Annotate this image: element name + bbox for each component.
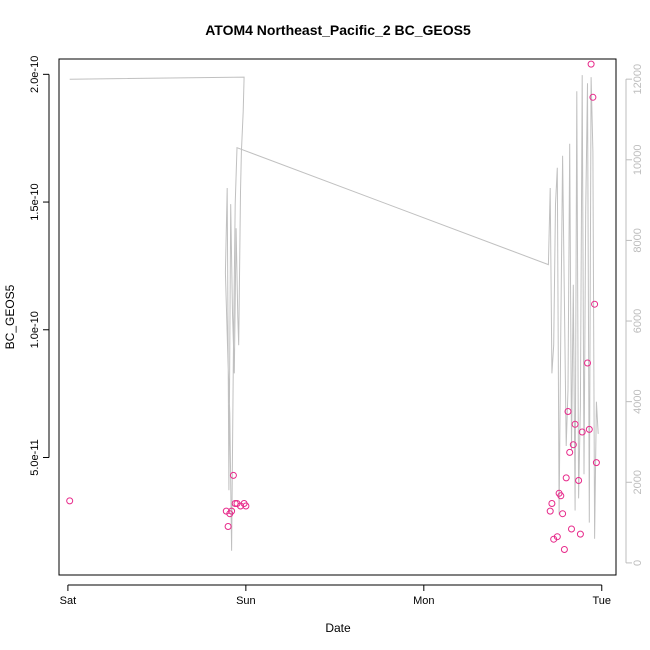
x-tick-label: Tue (592, 595, 611, 607)
x-axis: Sat Sun Mon Tue (60, 584, 611, 607)
data-point (576, 530, 584, 538)
data-point (568, 525, 575, 533)
data-point (564, 408, 572, 415)
data-point (575, 477, 583, 484)
data-point (557, 492, 565, 500)
data-point (66, 497, 74, 505)
y-tick-label: 1.5e-10 (29, 183, 41, 220)
data-points-layer (66, 60, 600, 553)
y-axis-left: 5.0e-11 1.0e-10 1.5e-10 2.0e-10 (29, 56, 50, 476)
y2-tick-label: 12000 (632, 64, 644, 95)
data-point (571, 420, 579, 428)
data-point (242, 502, 250, 510)
data-point (553, 533, 561, 541)
x-tick-label: Sun (236, 595, 256, 607)
data-point (546, 507, 554, 515)
data-point (587, 60, 595, 68)
data-point (578, 428, 586, 436)
x-tick-label: Sat (60, 595, 77, 607)
x-tick-label: Mon (413, 595, 434, 607)
y2-tick-label: 4000 (632, 389, 644, 413)
data-point (559, 510, 567, 518)
data-point (584, 359, 591, 367)
altitude-line (69, 75, 599, 551)
y2-tick-label: 6000 (632, 309, 644, 333)
y2-tick-label: 0 (632, 560, 644, 566)
y-tick-label: 5.0e-11 (29, 439, 41, 476)
data-point (585, 425, 593, 433)
data-point (548, 500, 556, 507)
data-point (569, 441, 577, 449)
data-point (592, 459, 600, 467)
data-point (228, 507, 236, 515)
data-point (566, 448, 574, 456)
y-tick-label: 2.0e-10 (29, 56, 41, 93)
data-point (591, 300, 599, 308)
x-axis-label: Date (325, 621, 351, 635)
data-point (224, 523, 232, 530)
y-tick-label: 1.0e-10 (29, 311, 41, 348)
data-point (560, 546, 568, 553)
y-axis-label: BC_GEOS5 (3, 284, 17, 349)
y2-tick-label: 10000 (632, 144, 644, 175)
data-point (589, 93, 597, 101)
chart-title: ATOM4 Northeast_Pacific_2 BC_GEOS5 (205, 22, 471, 38)
data-point (229, 471, 237, 479)
y-axis-right: 0 2000 4000 6000 8000 10000 12000 (625, 64, 644, 566)
y2-tick-label: 2000 (632, 470, 644, 494)
altitude-line-layer (69, 75, 599, 551)
plot-frame (58, 58, 617, 576)
data-point (562, 474, 570, 482)
y2-tick-label: 8000 (632, 228, 644, 252)
